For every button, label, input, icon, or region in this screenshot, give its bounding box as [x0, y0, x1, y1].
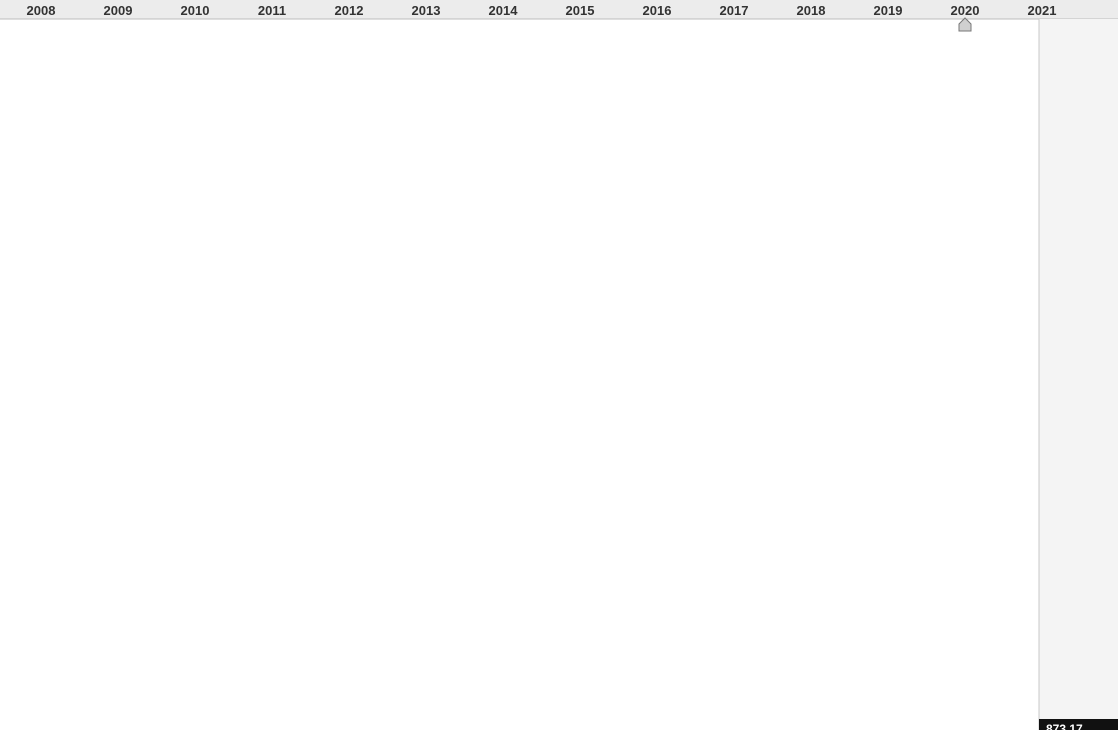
year-label-2008: 2008 [27, 3, 56, 18]
bottom-price-tag [1039, 719, 1118, 730]
year-label-2018: 2018 [797, 3, 826, 18]
year-label-2019: 2019 [874, 3, 903, 18]
year-label-2017: 2017 [720, 3, 749, 18]
price-axis-labels: 10 000,008 000,004 000,002 000,006 970,0… [1039, 719, 1118, 730]
time-axis-background [0, 0, 1118, 19]
year-label-2010: 2010 [181, 3, 210, 18]
year-label-2014: 2014 [489, 3, 519, 18]
year-label-2011: 2011 [258, 3, 286, 18]
year-label-2015: 2015 [566, 3, 595, 18]
year-ticks: 2008 2009 2010 2011 2012 2013 2014 2015 2016 2017… [27, 3, 1057, 18]
home-icon[interactable] [958, 17, 972, 32]
chart-markers[interactable] [954, 0, 972, 32]
price-axis-background [1039, 19, 1118, 730]
year-label-2012: 2012 [335, 3, 364, 18]
year-label-2020: 2020 [951, 3, 980, 18]
year-label-2016: 2016 [643, 3, 672, 18]
bottom-price-label: 873,17 [1046, 722, 1083, 730]
year-label-2009: 2009 [104, 3, 133, 18]
year-label-2021: 2021 [1028, 3, 1057, 18]
year-label-2013: 2013 [412, 3, 441, 18]
